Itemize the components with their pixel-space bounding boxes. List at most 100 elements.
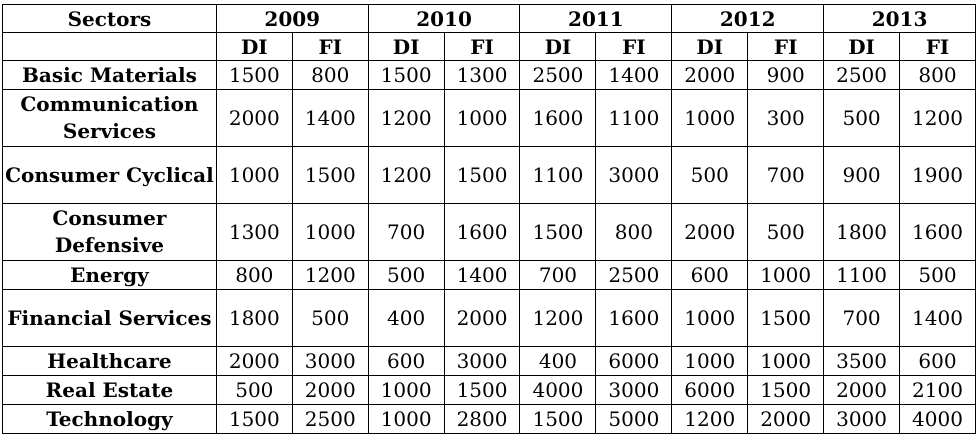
- cell-di-2011: 1500: [519, 203, 597, 261]
- cell-fi-2012: 1000: [747, 260, 825, 290]
- table-row: Basic Materials 1500 800 1500 1300 2500 1400 20…: [2, 60, 976, 90]
- cell-di-2013: 1800: [823, 203, 901, 261]
- sector-label: Basic Materials: [2, 60, 217, 90]
- cell-fi-2010: 1300: [443, 60, 521, 90]
- table-body: Basic Materials 1500 800 1500 1300 2500 1400 20…: [2, 60, 976, 434]
- sectors-header: Sectors: [2, 4, 217, 33]
- cell-fi-2011: 1400: [595, 60, 673, 90]
- sector-label: Healthcare: [2, 346, 217, 376]
- cell-fi-2009: 500: [291, 289, 369, 347]
- cell-fi-2012: 2000: [747, 404, 825, 434]
- cell-di-2011: 700: [519, 260, 597, 290]
- subheader-fi-2013: FI: [899, 32, 976, 61]
- cell-fi-2011: 800: [595, 203, 673, 261]
- di-fi-header-row: DI FI DI FI DI FI DI FI DI FI: [2, 32, 976, 61]
- cell-di-2012: 500: [671, 146, 749, 204]
- cell-di-2013: 500: [823, 89, 901, 147]
- cell-di-2009: 1800: [215, 289, 293, 347]
- subheader-di-2012: DI: [671, 32, 749, 61]
- subheader-fi-2012: FI: [747, 32, 825, 61]
- subheader-fi-2009: FI: [291, 32, 369, 61]
- subheader-fi-2010: FI: [443, 32, 521, 61]
- table-row: Consumer Cyclical 1000 1500 1200 1500 1100 300…: [2, 146, 976, 204]
- cell-fi-2011: 1600: [595, 289, 673, 347]
- cell-fi-2011: 2500: [595, 260, 673, 290]
- cell-fi-2013: 600: [899, 346, 976, 376]
- cell-fi-2009: 1500: [291, 146, 369, 204]
- sector-label: Energy: [2, 260, 217, 290]
- subheader-di-2013: DI: [823, 32, 901, 61]
- cell-di-2010: 1200: [367, 89, 445, 147]
- subheader-di-2009: DI: [215, 32, 293, 61]
- cell-di-2013: 3500: [823, 346, 901, 376]
- cell-fi-2013: 4000: [899, 404, 976, 434]
- sectors-header-blank: [2, 32, 217, 61]
- cell-fi-2012: 1500: [747, 289, 825, 347]
- year-header-2011: 2011: [519, 4, 673, 33]
- table-row: Communication Services 2000 1400 1200 1000 16…: [2, 89, 976, 147]
- year-header-2012: 2012: [671, 4, 825, 33]
- sector-label: Consumer Cyclical: [2, 146, 217, 204]
- cell-fi-2009: 3000: [291, 346, 369, 376]
- cell-di-2009: 500: [215, 375, 293, 405]
- cell-di-2012: 1000: [671, 289, 749, 347]
- year-header-row: Sectors 2009 2010 2011 2012 2013: [2, 4, 976, 33]
- sector-investment-table-container: Sectors 2009 2010 2011 2012 2013 DI FI DI FI DI F…: [2, 4, 976, 434]
- cell-fi-2009: 1200: [291, 260, 369, 290]
- cell-fi-2009: 1000: [291, 203, 369, 261]
- cell-fi-2011: 1100: [595, 89, 673, 147]
- cell-fi-2011: 3000: [595, 375, 673, 405]
- cell-fi-2012: 1500: [747, 375, 825, 405]
- cell-di-2010: 600: [367, 346, 445, 376]
- cell-fi-2010: 1600: [443, 203, 521, 261]
- cell-di-2010: 1000: [367, 404, 445, 434]
- cell-di-2009: 1000: [215, 146, 293, 204]
- cell-fi-2010: 3000: [443, 346, 521, 376]
- sector-label: Technology: [2, 404, 217, 434]
- cell-di-2011: 1600: [519, 89, 597, 147]
- cell-di-2013: 2000: [823, 375, 901, 405]
- cell-fi-2013: 1400: [899, 289, 976, 347]
- cell-fi-2012: 900: [747, 60, 825, 90]
- cell-di-2013: 2500: [823, 60, 901, 90]
- cell-di-2011: 2500: [519, 60, 597, 90]
- cell-fi-2012: 700: [747, 146, 825, 204]
- cell-di-2012: 1000: [671, 89, 749, 147]
- cell-di-2010: 1000: [367, 375, 445, 405]
- subheader-di-2011: DI: [519, 32, 597, 61]
- cell-di-2010: 500: [367, 260, 445, 290]
- cell-fi-2012: 500: [747, 203, 825, 261]
- cell-fi-2010: 1500: [443, 375, 521, 405]
- cell-di-2013: 3000: [823, 404, 901, 434]
- cell-di-2012: 2000: [671, 203, 749, 261]
- year-header-2009: 2009: [215, 4, 369, 33]
- cell-di-2009: 2000: [215, 346, 293, 376]
- cell-fi-2009: 2500: [291, 404, 369, 434]
- cell-di-2012: 600: [671, 260, 749, 290]
- cell-fi-2010: 1000: [443, 89, 521, 147]
- cell-di-2013: 1100: [823, 260, 901, 290]
- cell-di-2009: 800: [215, 260, 293, 290]
- cell-fi-2011: 6000: [595, 346, 673, 376]
- cell-di-2009: 1500: [215, 404, 293, 434]
- cell-di-2010: 400: [367, 289, 445, 347]
- sector-label: Financial Services: [2, 289, 217, 347]
- cell-di-2011: 1100: [519, 146, 597, 204]
- subheader-fi-2011: FI: [595, 32, 673, 61]
- cell-di-2011: 400: [519, 346, 597, 376]
- cell-di-2013: 900: [823, 146, 901, 204]
- cell-di-2009: 1300: [215, 203, 293, 261]
- sector-label: Real Estate: [2, 375, 217, 405]
- cell-di-2010: 1200: [367, 146, 445, 204]
- cell-fi-2009: 2000: [291, 375, 369, 405]
- cell-di-2011: 4000: [519, 375, 597, 405]
- year-header-2010: 2010: [367, 4, 521, 33]
- cell-fi-2011: 5000: [595, 404, 673, 434]
- cell-fi-2010: 2800: [443, 404, 521, 434]
- cell-fi-2012: 300: [747, 89, 825, 147]
- cell-fi-2010: 1400: [443, 260, 521, 290]
- cell-fi-2012: 1000: [747, 346, 825, 376]
- cell-di-2012: 6000: [671, 375, 749, 405]
- cell-fi-2010: 2000: [443, 289, 521, 347]
- cell-fi-2013: 1200: [899, 89, 976, 147]
